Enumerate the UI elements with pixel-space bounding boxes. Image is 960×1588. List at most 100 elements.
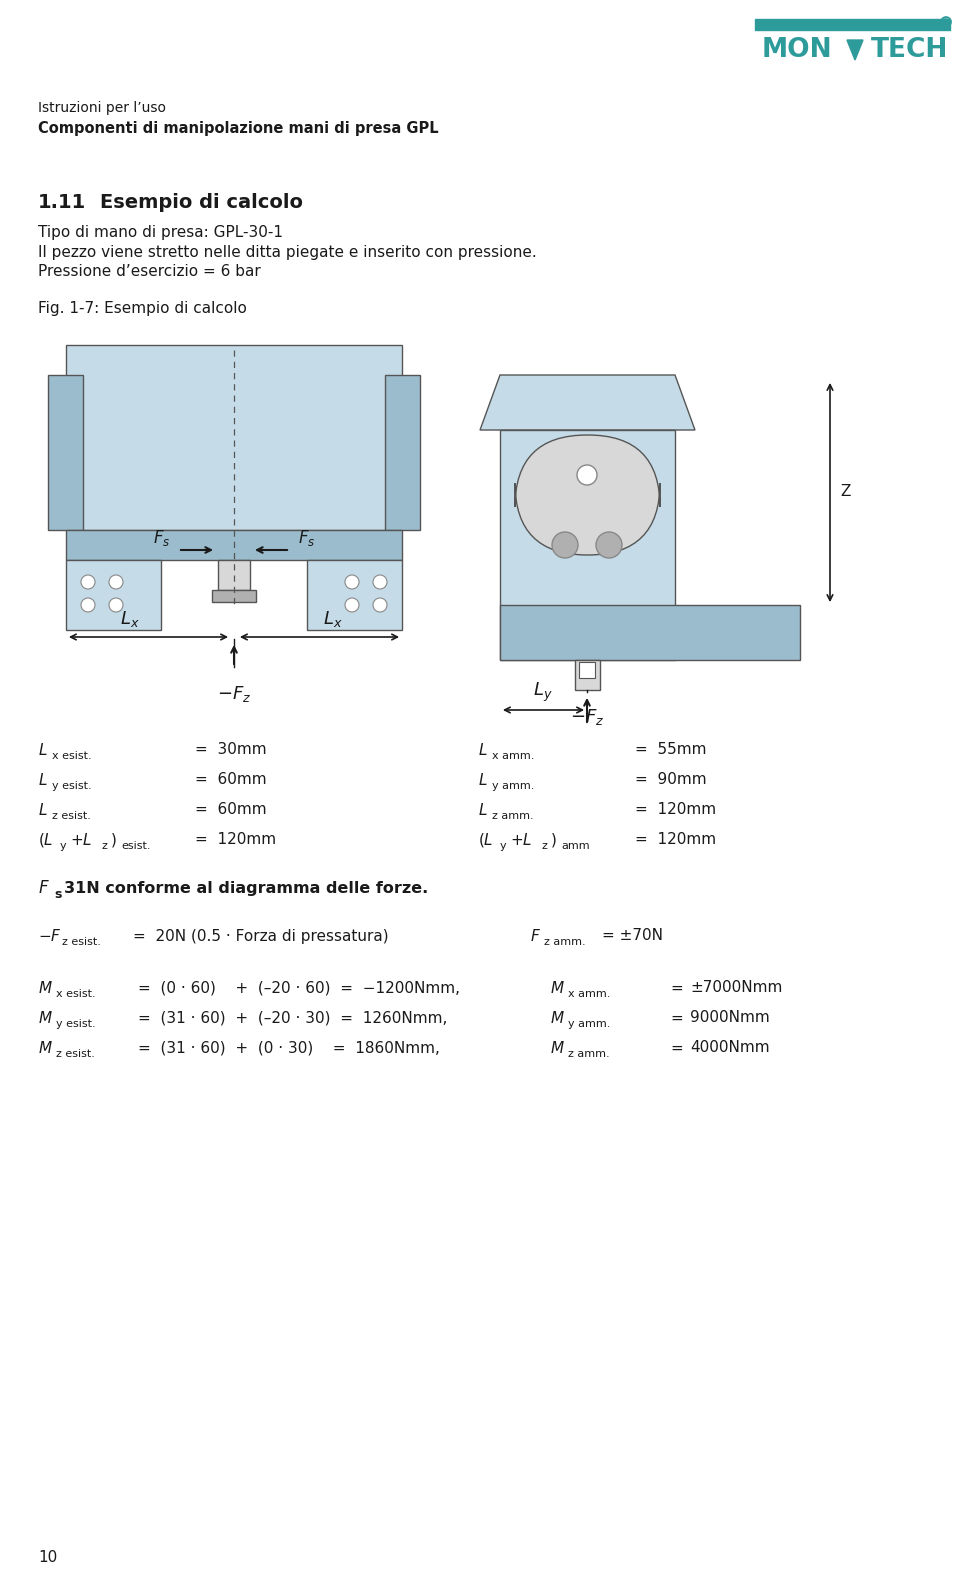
Bar — [218, 561, 250, 591]
Text: z: z — [542, 842, 548, 851]
Text: $M$: $M$ — [38, 1010, 53, 1026]
Text: $-F_z$: $-F_z$ — [570, 707, 604, 727]
Bar — [66, 530, 402, 561]
Text: ®: ® — [943, 17, 949, 27]
Text: esist.: esist. — [121, 842, 151, 851]
Text: $(L$: $(L$ — [38, 831, 54, 850]
Text: $L$: $L$ — [478, 772, 488, 788]
Text: 10: 10 — [38, 1550, 58, 1566]
Text: =  (31 · 60)  +  (0 · 30)    =  1860Nmm,: = (31 · 60) + (0 · 30) = 1860Nmm, — [138, 1040, 440, 1056]
Text: Esempio di calcolo: Esempio di calcolo — [100, 192, 303, 211]
Text: $M$: $M$ — [550, 1040, 564, 1056]
Text: Pressione d’esercizio = 6 bar: Pressione d’esercizio = 6 bar — [38, 265, 261, 279]
Text: =  60mm: = 60mm — [195, 802, 267, 818]
Text: 1.11: 1.11 — [38, 192, 86, 211]
Text: $L$: $L$ — [38, 802, 48, 818]
Text: =  20N (0.5 · Forza di pressatura): = 20N (0.5 · Forza di pressatura) — [133, 929, 389, 943]
Text: =: = — [670, 980, 683, 996]
Text: =  120mm: = 120mm — [635, 832, 716, 848]
Circle shape — [81, 599, 95, 611]
Text: ±7000Nmm: ±7000Nmm — [690, 980, 782, 996]
Text: $)$: $)$ — [110, 831, 116, 850]
Text: $L$: $L$ — [478, 802, 488, 818]
Text: $(L$: $(L$ — [478, 831, 493, 850]
Text: =  120mm: = 120mm — [195, 832, 276, 848]
Text: Componenti di manipolazione mani di presa GPL: Componenti di manipolazione mani di pres… — [38, 121, 439, 135]
Text: x esist.: x esist. — [56, 989, 96, 999]
Text: $M$: $M$ — [38, 1040, 53, 1056]
Bar — [48, 375, 83, 530]
Text: z esist.: z esist. — [56, 1050, 95, 1059]
Bar — [575, 661, 600, 691]
Text: z esist.: z esist. — [52, 811, 91, 821]
Text: =  30mm: = 30mm — [195, 743, 267, 757]
Bar — [307, 561, 402, 630]
Polygon shape — [847, 40, 863, 60]
Text: =  55mm: = 55mm — [635, 743, 707, 757]
Text: $L$: $L$ — [38, 742, 48, 757]
Text: = ±70N: = ±70N — [602, 929, 663, 943]
Circle shape — [373, 575, 387, 589]
Bar — [500, 605, 800, 661]
Text: y: y — [60, 842, 66, 851]
Bar — [66, 345, 402, 530]
Text: $M$: $M$ — [550, 1010, 564, 1026]
Text: amm: amm — [561, 842, 589, 851]
Text: TECH: TECH — [871, 37, 948, 64]
Text: $+ L$: $+ L$ — [510, 832, 533, 848]
Text: $M$: $M$ — [550, 980, 564, 996]
Bar — [66, 561, 161, 630]
Text: Tipo di mano di presa: GPL-30-1: Tipo di mano di presa: GPL-30-1 — [38, 224, 283, 240]
Text: y esist.: y esist. — [52, 781, 91, 791]
Text: $)$: $)$ — [550, 831, 557, 850]
Text: =  (0 · 60)    +  (–20 · 60)  =  −1200Nmm,: = (0 · 60) + (–20 · 60) = −1200Nmm, — [138, 980, 460, 996]
Text: =  120mm: = 120mm — [635, 802, 716, 818]
Text: =  60mm: = 60mm — [195, 772, 267, 788]
Text: Z: Z — [840, 484, 851, 500]
Text: y: y — [500, 842, 507, 851]
Text: y amm.: y amm. — [568, 1019, 611, 1029]
Text: z esist.: z esist. — [62, 937, 101, 946]
Text: z amm.: z amm. — [544, 937, 586, 946]
Text: x amm.: x amm. — [568, 989, 611, 999]
Bar — [385, 375, 420, 530]
Circle shape — [552, 532, 578, 557]
Text: z amm.: z amm. — [568, 1050, 610, 1059]
Text: $F$: $F$ — [38, 880, 50, 897]
Circle shape — [81, 575, 95, 589]
Circle shape — [373, 599, 387, 611]
Text: $F$: $F$ — [530, 927, 540, 943]
Text: $+ L$: $+ L$ — [70, 832, 92, 848]
Text: x amm.: x amm. — [492, 751, 535, 761]
Text: x esist.: x esist. — [52, 751, 91, 761]
Text: $L$: $L$ — [478, 742, 488, 757]
Text: 31N conforme al diagramma delle forze.: 31N conforme al diagramma delle forze. — [64, 880, 428, 896]
Bar — [755, 19, 950, 30]
Text: $F_s$: $F_s$ — [153, 527, 170, 548]
FancyBboxPatch shape — [515, 435, 660, 554]
Text: $L_x$: $L_x$ — [324, 610, 343, 629]
Circle shape — [345, 599, 359, 611]
Text: $L$: $L$ — [38, 772, 48, 788]
Polygon shape — [480, 375, 695, 430]
Circle shape — [109, 575, 123, 589]
Circle shape — [345, 575, 359, 589]
Text: $M$: $M$ — [38, 980, 53, 996]
Text: =: = — [670, 1040, 683, 1056]
Text: MON: MON — [762, 37, 832, 64]
Text: y esist.: y esist. — [56, 1019, 96, 1029]
Bar — [212, 591, 256, 602]
Circle shape — [577, 465, 597, 484]
Text: 9000Nmm: 9000Nmm — [690, 1010, 770, 1026]
Text: $L_y$: $L_y$ — [533, 680, 553, 703]
Bar — [500, 430, 675, 661]
Text: $F_s$: $F_s$ — [298, 527, 316, 548]
Text: Il pezzo viene stretto nelle ditta piegate e inserito con pressione.: Il pezzo viene stretto nelle ditta piega… — [38, 245, 537, 259]
Text: $-F_z$: $-F_z$ — [217, 684, 252, 703]
Text: z: z — [102, 842, 108, 851]
Text: $L_x$: $L_x$ — [120, 610, 140, 629]
Text: 4000Nmm: 4000Nmm — [690, 1040, 770, 1056]
Text: =  90mm: = 90mm — [635, 772, 707, 788]
Text: $-F$: $-F$ — [38, 927, 61, 943]
Text: =  (31 · 60)  +  (–20 · 30)  =  1260Nmm,: = (31 · 60) + (–20 · 30) = 1260Nmm, — [138, 1010, 447, 1026]
